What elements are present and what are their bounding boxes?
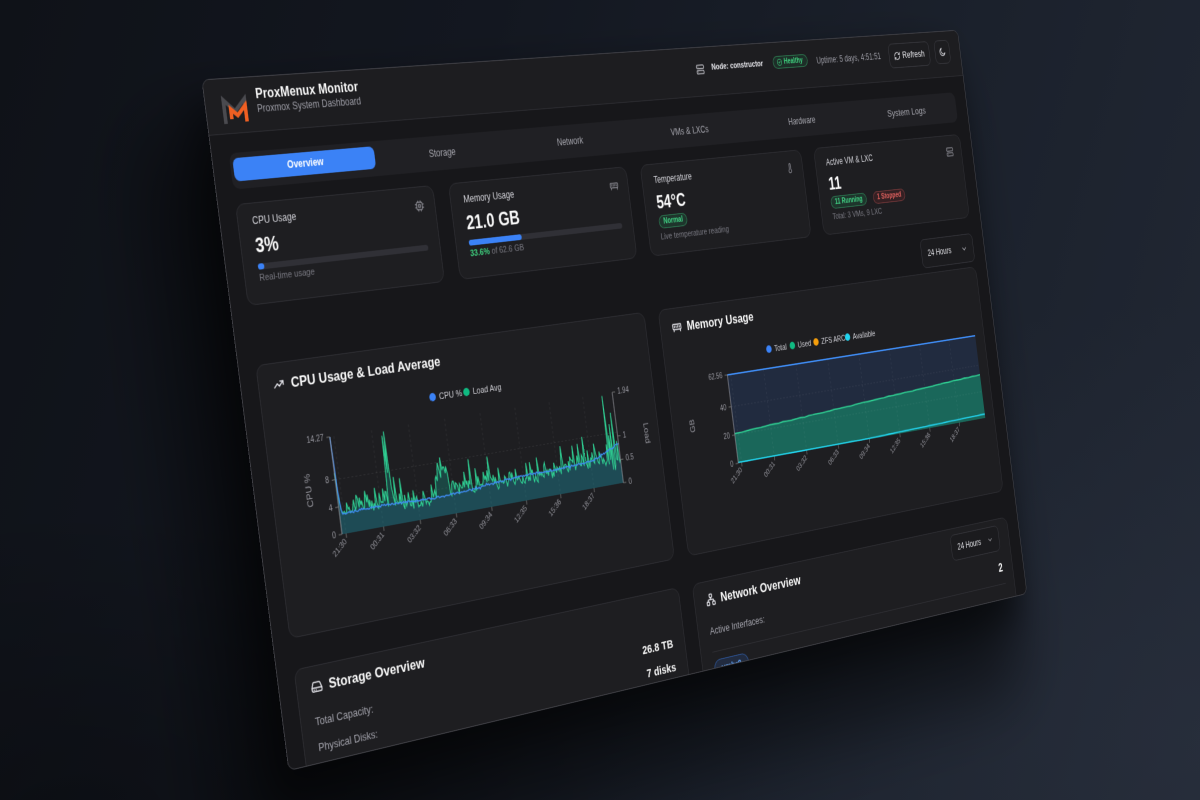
svg-text:Load Avg: Load Avg xyxy=(472,382,502,396)
svg-text:20: 20 xyxy=(723,432,730,442)
svg-text:0.5: 0.5 xyxy=(625,453,634,463)
svg-text:0: 0 xyxy=(628,477,633,486)
svg-text:40: 40 xyxy=(720,403,727,413)
svg-text:12:35: 12:35 xyxy=(513,503,529,524)
svg-text:09:34: 09:34 xyxy=(478,510,494,532)
svg-text:03:32: 03:32 xyxy=(795,453,809,473)
svg-text:03:32: 03:32 xyxy=(406,523,423,545)
svg-text:00:31: 00:31 xyxy=(763,459,777,479)
svg-text:15:36: 15:36 xyxy=(919,431,932,450)
svg-text:Total: Total xyxy=(774,342,788,353)
svg-text:4: 4 xyxy=(328,503,333,513)
svg-text:1: 1 xyxy=(622,430,627,439)
svg-text:0: 0 xyxy=(730,460,734,469)
svg-text:Available: Available xyxy=(852,329,876,341)
svg-text:62.56: 62.56 xyxy=(708,371,723,382)
svg-text:0: 0 xyxy=(332,531,337,541)
svg-text:09:34: 09:34 xyxy=(858,442,871,461)
svg-text:06:33: 06:33 xyxy=(442,516,459,538)
svg-text:14.27: 14.27 xyxy=(306,433,325,445)
svg-text:CPU %: CPU % xyxy=(303,473,317,508)
svg-text:1.94: 1.94 xyxy=(617,385,630,395)
svg-text:CPU %: CPU % xyxy=(438,388,462,402)
svg-text:Load: Load xyxy=(641,422,651,444)
svg-text:06:33: 06:33 xyxy=(827,448,840,467)
svg-text:Used: Used xyxy=(797,338,812,349)
svg-text:GB: GB xyxy=(688,419,697,434)
svg-text:00:31: 00:31 xyxy=(369,530,386,552)
svg-text:12:35: 12:35 xyxy=(889,436,902,455)
svg-text:18:37: 18:37 xyxy=(949,425,961,444)
svg-text:18:37: 18:37 xyxy=(581,491,596,512)
svg-text:ZFS ARC: ZFS ARC xyxy=(821,333,846,346)
svg-text:8: 8 xyxy=(325,476,330,486)
svg-text:15:36: 15:36 xyxy=(547,497,563,518)
